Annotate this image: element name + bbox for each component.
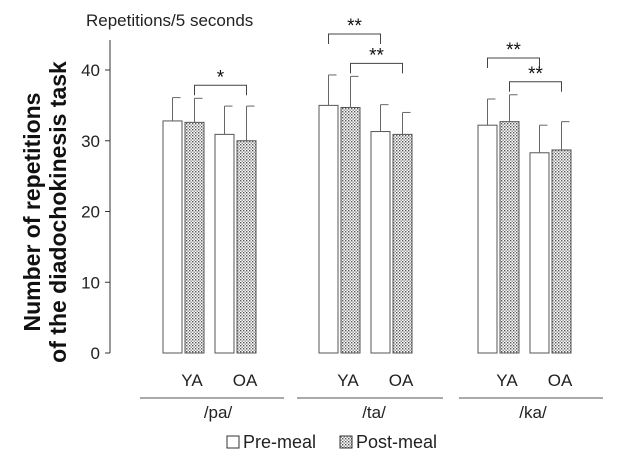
significance-marker: ** [528,64,543,85]
bar-ta-oa-post [392,133,413,354]
age-group-label: YA [496,371,518,390]
y-axis-title: Number of repetitions of the diadochokin… [19,61,71,363]
significance-marker: * [217,67,225,88]
age-group-label: OA [548,371,573,390]
y-tick-label: 20 [81,203,100,222]
significance-bracket [487,57,540,69]
bar-ka-oa-post [551,149,572,354]
significance-marker: ** [347,16,362,37]
bar-pa-oa-post [236,140,257,354]
unit-label: Repetitions/5 seconds [86,11,253,30]
y-axis-title-line-2: of the diadochokinesis task [45,61,71,363]
significance-bracket [350,62,403,74]
legend-label-post-meal: Post-meal [356,432,437,452]
significance-bracket [194,84,247,96]
bar-ta-ya-post [340,106,361,354]
age-group-label: YA [181,371,203,390]
y-axis-title-line-1: Number of repetitions [19,93,45,332]
legend-swatch-post-meal [339,435,353,449]
y-tick-label: 0 [91,344,100,363]
age-group-label: YA [337,371,359,390]
syllable-group-label: /pa/ [204,403,233,422]
bar-ta-ya-pre [318,104,339,354]
significance-bracket [509,81,562,92]
legend-swatch-pre-meal [226,435,240,449]
significance-marker: ** [506,40,521,61]
bar-ta-oa-pre [370,131,391,354]
y-tick-label: 10 [81,273,100,292]
bar-ka-ya-post [499,121,520,354]
bar-ka-oa-pre [529,152,550,354]
bar-pa-ya-pre [162,120,183,354]
syllable-group-label: /ta/ [362,403,386,422]
legend: Pre-meal Post-meal [226,432,437,452]
syllable-group-label: /ka/ [519,403,547,422]
bar-ka-ya-pre [477,124,498,354]
bar-pa-ya-post [184,121,205,354]
age-group-label: OA [233,371,258,390]
legend-label-pre-meal: Pre-meal [243,432,316,452]
y-tick-label: 40 [81,61,100,80]
significance-bracket [328,33,381,44]
age-group-label: OA [389,371,414,390]
bar-pa-oa-pre [214,133,235,354]
y-tick-label: 30 [81,132,100,151]
significance-marker: ** [369,45,384,66]
